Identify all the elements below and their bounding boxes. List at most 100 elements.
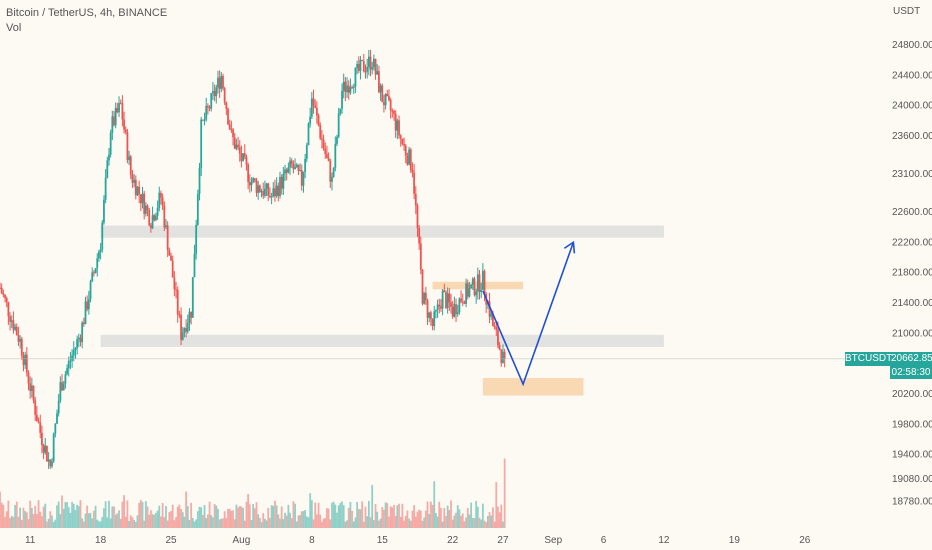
candle-body bbox=[156, 208, 159, 216]
candle-body bbox=[379, 85, 382, 93]
candle-body bbox=[138, 186, 141, 195]
volume-bar bbox=[436, 516, 439, 528]
candle-body bbox=[99, 249, 102, 252]
volume-bar bbox=[401, 503, 404, 528]
candle-body bbox=[17, 334, 20, 342]
candle-body bbox=[438, 304, 441, 307]
candle-body bbox=[436, 304, 439, 310]
volume-bar bbox=[160, 516, 162, 528]
candle-body bbox=[222, 75, 224, 89]
candle-body bbox=[118, 103, 120, 113]
volume-bar bbox=[465, 517, 467, 528]
volume-bar bbox=[196, 511, 199, 528]
volume-bar bbox=[421, 520, 424, 528]
candle-body bbox=[285, 169, 288, 173]
time-axis[interactable] bbox=[0, 530, 845, 550]
volume-bar bbox=[312, 519, 315, 528]
volume-bar bbox=[247, 494, 250, 528]
volume-bar bbox=[220, 518, 223, 528]
volume-bar bbox=[32, 514, 35, 528]
volume-bar bbox=[143, 520, 146, 528]
candle-body bbox=[86, 301, 89, 310]
candle-body bbox=[426, 300, 429, 318]
volume-bar bbox=[255, 502, 258, 528]
volume-bar bbox=[354, 517, 357, 528]
volume-bar bbox=[4, 516, 6, 528]
candle-body bbox=[287, 167, 290, 173]
candle-body bbox=[180, 314, 182, 340]
candle-body bbox=[158, 192, 161, 209]
candle-body bbox=[304, 158, 307, 173]
volume-bar bbox=[81, 518, 84, 528]
candle-body bbox=[248, 181, 251, 186]
candle-body bbox=[72, 350, 75, 356]
candle-body bbox=[497, 330, 499, 346]
last-price-tag: BTCUSDT 20662.85 bbox=[845, 351, 932, 366]
volume-bar bbox=[66, 502, 68, 528]
target-zone-3[interactable] bbox=[482, 378, 584, 396]
volume-bar bbox=[2, 504, 5, 528]
volume-bar bbox=[460, 515, 462, 528]
candle-body bbox=[463, 302, 466, 304]
volume-bar bbox=[389, 506, 392, 528]
volume-bar bbox=[175, 516, 177, 528]
volume-bar bbox=[77, 506, 80, 528]
volume-bar bbox=[151, 514, 154, 528]
volume-bar bbox=[275, 505, 278, 528]
volume-bar bbox=[0, 491, 1, 528]
candle-body bbox=[470, 284, 473, 289]
candle-body bbox=[108, 154, 110, 161]
candle-body bbox=[481, 270, 484, 290]
candle-body bbox=[312, 98, 315, 106]
volume-bar bbox=[155, 512, 157, 528]
candle-body bbox=[488, 301, 491, 317]
support-resistance-zone-1[interactable] bbox=[100, 334, 664, 347]
volume-bar bbox=[419, 510, 422, 528]
candle-body bbox=[2, 293, 5, 295]
candle-body bbox=[378, 71, 380, 93]
candle-body bbox=[253, 178, 256, 181]
candle-body bbox=[396, 120, 399, 131]
volume-bar bbox=[119, 518, 122, 528]
volume-bar bbox=[416, 511, 419, 528]
volume-bar bbox=[485, 521, 488, 528]
volume-bar bbox=[409, 520, 412, 528]
candle-body bbox=[277, 185, 280, 196]
volume-bar bbox=[424, 510, 427, 528]
candle-body bbox=[347, 85, 350, 93]
time-tick-label: 6 bbox=[601, 535, 607, 546]
volume-bar bbox=[435, 512, 437, 528]
candle-body bbox=[113, 116, 115, 126]
candle-body bbox=[492, 313, 494, 326]
volume-bar bbox=[44, 503, 47, 528]
projection-path[interactable] bbox=[482, 241, 575, 387]
volume-bar bbox=[384, 502, 387, 528]
price-tick-label: 20200.00 bbox=[892, 389, 932, 400]
candle-body bbox=[279, 176, 281, 196]
volume-bar bbox=[242, 507, 245, 528]
volume-bar bbox=[59, 514, 62, 528]
candles bbox=[0, 49, 506, 469]
support-resistance-zone-0[interactable] bbox=[100, 225, 664, 238]
volume-bar bbox=[314, 502, 317, 528]
candle-body bbox=[153, 215, 156, 221]
candle-body bbox=[129, 156, 132, 175]
candle-body bbox=[46, 445, 48, 462]
volume-bar bbox=[89, 512, 92, 528]
volume-bar bbox=[121, 501, 124, 528]
candle-body bbox=[96, 258, 99, 269]
candle-body bbox=[421, 269, 424, 304]
volume-bar bbox=[195, 519, 198, 528]
candle-body bbox=[418, 227, 421, 244]
volume-bar bbox=[399, 516, 402, 528]
candle-body bbox=[175, 289, 177, 291]
symbol-title[interactable]: Bitcoin / TetherUS, 4h, BINANCE bbox=[6, 7, 168, 19]
candle-body bbox=[448, 293, 451, 303]
candle-body bbox=[49, 459, 52, 467]
price-tick-label: 21000.00 bbox=[892, 328, 932, 339]
candle-body bbox=[0, 287, 1, 289]
candle-body bbox=[160, 192, 162, 198]
price-axis[interactable] bbox=[845, 0, 932, 550]
